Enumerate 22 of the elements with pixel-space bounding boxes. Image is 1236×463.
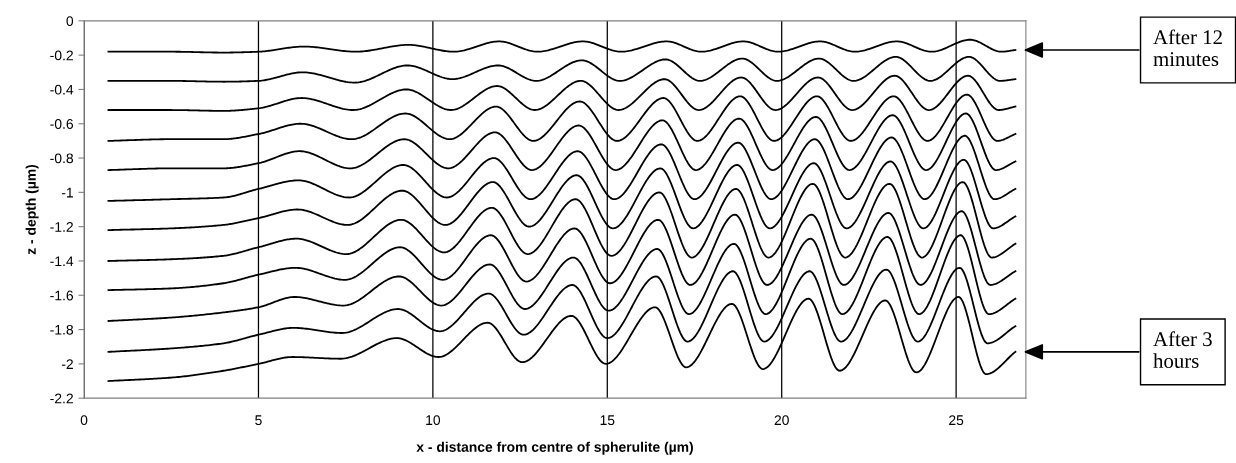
y-tick-label: -0.8 — [50, 153, 74, 164]
x-tick-label: 15 — [600, 415, 615, 426]
y-tick-label: -0.4 — [50, 84, 74, 95]
x-tick-label: 25 — [949, 415, 964, 426]
y-tick-label: 0 — [66, 16, 74, 26]
y-tick-label: -1 — [61, 187, 73, 198]
x-tick-label: 0 — [80, 415, 88, 426]
x-axis-title: x - distance from centre of spherulite (µm) — [416, 441, 693, 455]
x-tick-label: 10 — [426, 415, 441, 426]
y-tick-label: -2 — [61, 359, 73, 369]
y-tick-label: -1.4 — [50, 256, 74, 266]
y-tick-label: -0.2 — [50, 50, 73, 61]
y-tick-label: -2.2 — [50, 393, 73, 404]
y-tick-label: -1.2 — [50, 221, 73, 232]
y-tick-label: -1.6 — [50, 290, 74, 301]
x-tick-label: 5 — [255, 415, 262, 426]
y-axis-title: z - depth (µm) — [25, 164, 39, 255]
x-tick-label: 20 — [774, 415, 789, 426]
y-tick-label: -0.6 — [50, 119, 74, 129]
text: After 3 hours — [1153, 331, 1212, 368]
text: After 12 minutes — [1153, 29, 1222, 67]
y-tick-label: -1.8 — [50, 324, 74, 335]
